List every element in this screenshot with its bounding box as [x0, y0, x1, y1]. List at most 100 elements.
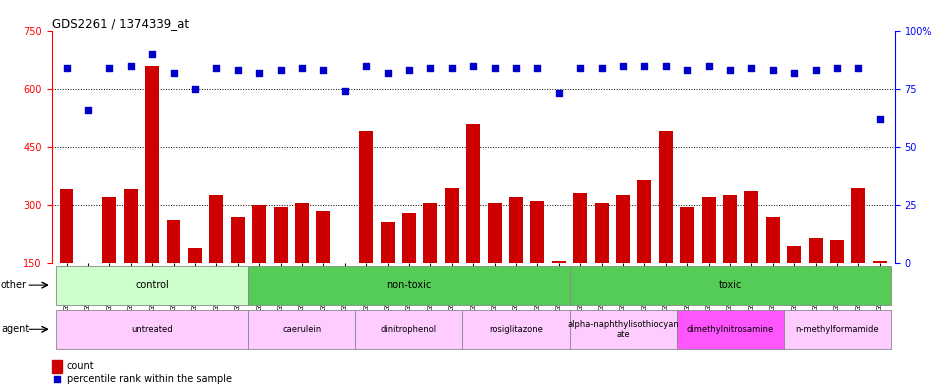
Bar: [80, 263, 95, 275]
Bar: [466, 124, 479, 263]
Bar: [56, 266, 248, 305]
Bar: [508, 197, 522, 263]
Bar: [273, 207, 287, 263]
Bar: [102, 197, 116, 263]
Point: [380, 70, 395, 76]
Point: [187, 86, 202, 92]
Bar: [786, 246, 800, 263]
Bar: [782, 310, 889, 349]
Point: [49, 376, 64, 382]
Bar: [680, 207, 694, 263]
Point: [102, 65, 117, 71]
Point: [615, 63, 630, 69]
Point: [508, 65, 523, 71]
Point: [636, 63, 651, 69]
Bar: [462, 310, 569, 349]
Text: rosiglitazone: rosiglitazone: [489, 325, 542, 334]
Bar: [230, 217, 244, 263]
Text: dimethylnitrosamine: dimethylnitrosamine: [686, 325, 773, 334]
Text: caerulein: caerulein: [282, 325, 321, 334]
Bar: [701, 197, 715, 263]
Bar: [723, 195, 737, 263]
Point: [252, 70, 267, 76]
Text: other: other: [1, 280, 27, 290]
Bar: [248, 266, 569, 305]
Bar: [569, 310, 676, 349]
Bar: [569, 266, 889, 305]
Bar: [636, 180, 651, 263]
Bar: [56, 310, 248, 349]
Point: [487, 65, 502, 71]
Bar: [402, 214, 416, 263]
Point: [658, 63, 673, 69]
Point: [871, 116, 886, 122]
Text: GDS2261 / 1374339_at: GDS2261 / 1374339_at: [51, 17, 188, 30]
Text: untreated: untreated: [131, 325, 173, 334]
Point: [166, 70, 181, 76]
Bar: [530, 201, 544, 263]
Bar: [872, 261, 885, 263]
Point: [358, 63, 373, 69]
Point: [786, 70, 801, 76]
Bar: [248, 310, 355, 349]
Point: [465, 63, 480, 69]
Bar: [765, 217, 779, 263]
Bar: [487, 203, 501, 263]
Point: [850, 65, 865, 71]
Bar: [594, 203, 607, 263]
Point: [444, 65, 459, 71]
Point: [743, 65, 758, 71]
Bar: [338, 263, 351, 275]
Point: [144, 51, 159, 57]
Bar: [355, 310, 462, 349]
Bar: [167, 220, 181, 263]
Bar: [295, 203, 309, 263]
Bar: [445, 187, 459, 263]
Point: [530, 65, 545, 71]
Text: toxic: toxic: [718, 280, 741, 290]
Point: [572, 65, 587, 71]
Text: alpha-naphthylisothiocyan
ate: alpha-naphthylisothiocyan ate: [566, 319, 679, 339]
Point: [550, 90, 565, 96]
Text: agent: agent: [1, 324, 29, 334]
Point: [700, 63, 715, 69]
Bar: [60, 189, 73, 263]
Bar: [658, 131, 672, 263]
Bar: [851, 187, 865, 263]
Bar: [551, 261, 565, 263]
Bar: [744, 191, 757, 263]
Bar: [316, 211, 330, 263]
Point: [59, 65, 74, 71]
Text: percentile rank within the sample: percentile rank within the sample: [66, 374, 231, 384]
Bar: [423, 203, 437, 263]
Point: [722, 67, 737, 73]
Point: [124, 63, 139, 69]
Point: [337, 88, 352, 94]
Point: [828, 65, 843, 71]
Bar: [124, 189, 138, 263]
Point: [315, 67, 330, 73]
Text: control: control: [135, 280, 168, 290]
Point: [422, 65, 437, 71]
Bar: [252, 205, 266, 263]
Point: [679, 67, 694, 73]
Bar: [145, 66, 159, 263]
Bar: [380, 222, 394, 263]
Point: [209, 65, 224, 71]
Bar: [188, 248, 201, 263]
Bar: [209, 195, 223, 263]
Text: non-toxic: non-toxic: [386, 280, 431, 290]
Bar: [358, 131, 373, 263]
Bar: [51, 360, 63, 372]
Bar: [615, 195, 629, 263]
Point: [401, 67, 416, 73]
Point: [593, 65, 608, 71]
Text: dinitrophenol: dinitrophenol: [381, 325, 436, 334]
Point: [807, 67, 822, 73]
Bar: [829, 240, 843, 263]
Text: count: count: [66, 361, 95, 371]
Point: [294, 65, 309, 71]
Point: [230, 67, 245, 73]
Bar: [573, 194, 587, 263]
Point: [272, 67, 287, 73]
